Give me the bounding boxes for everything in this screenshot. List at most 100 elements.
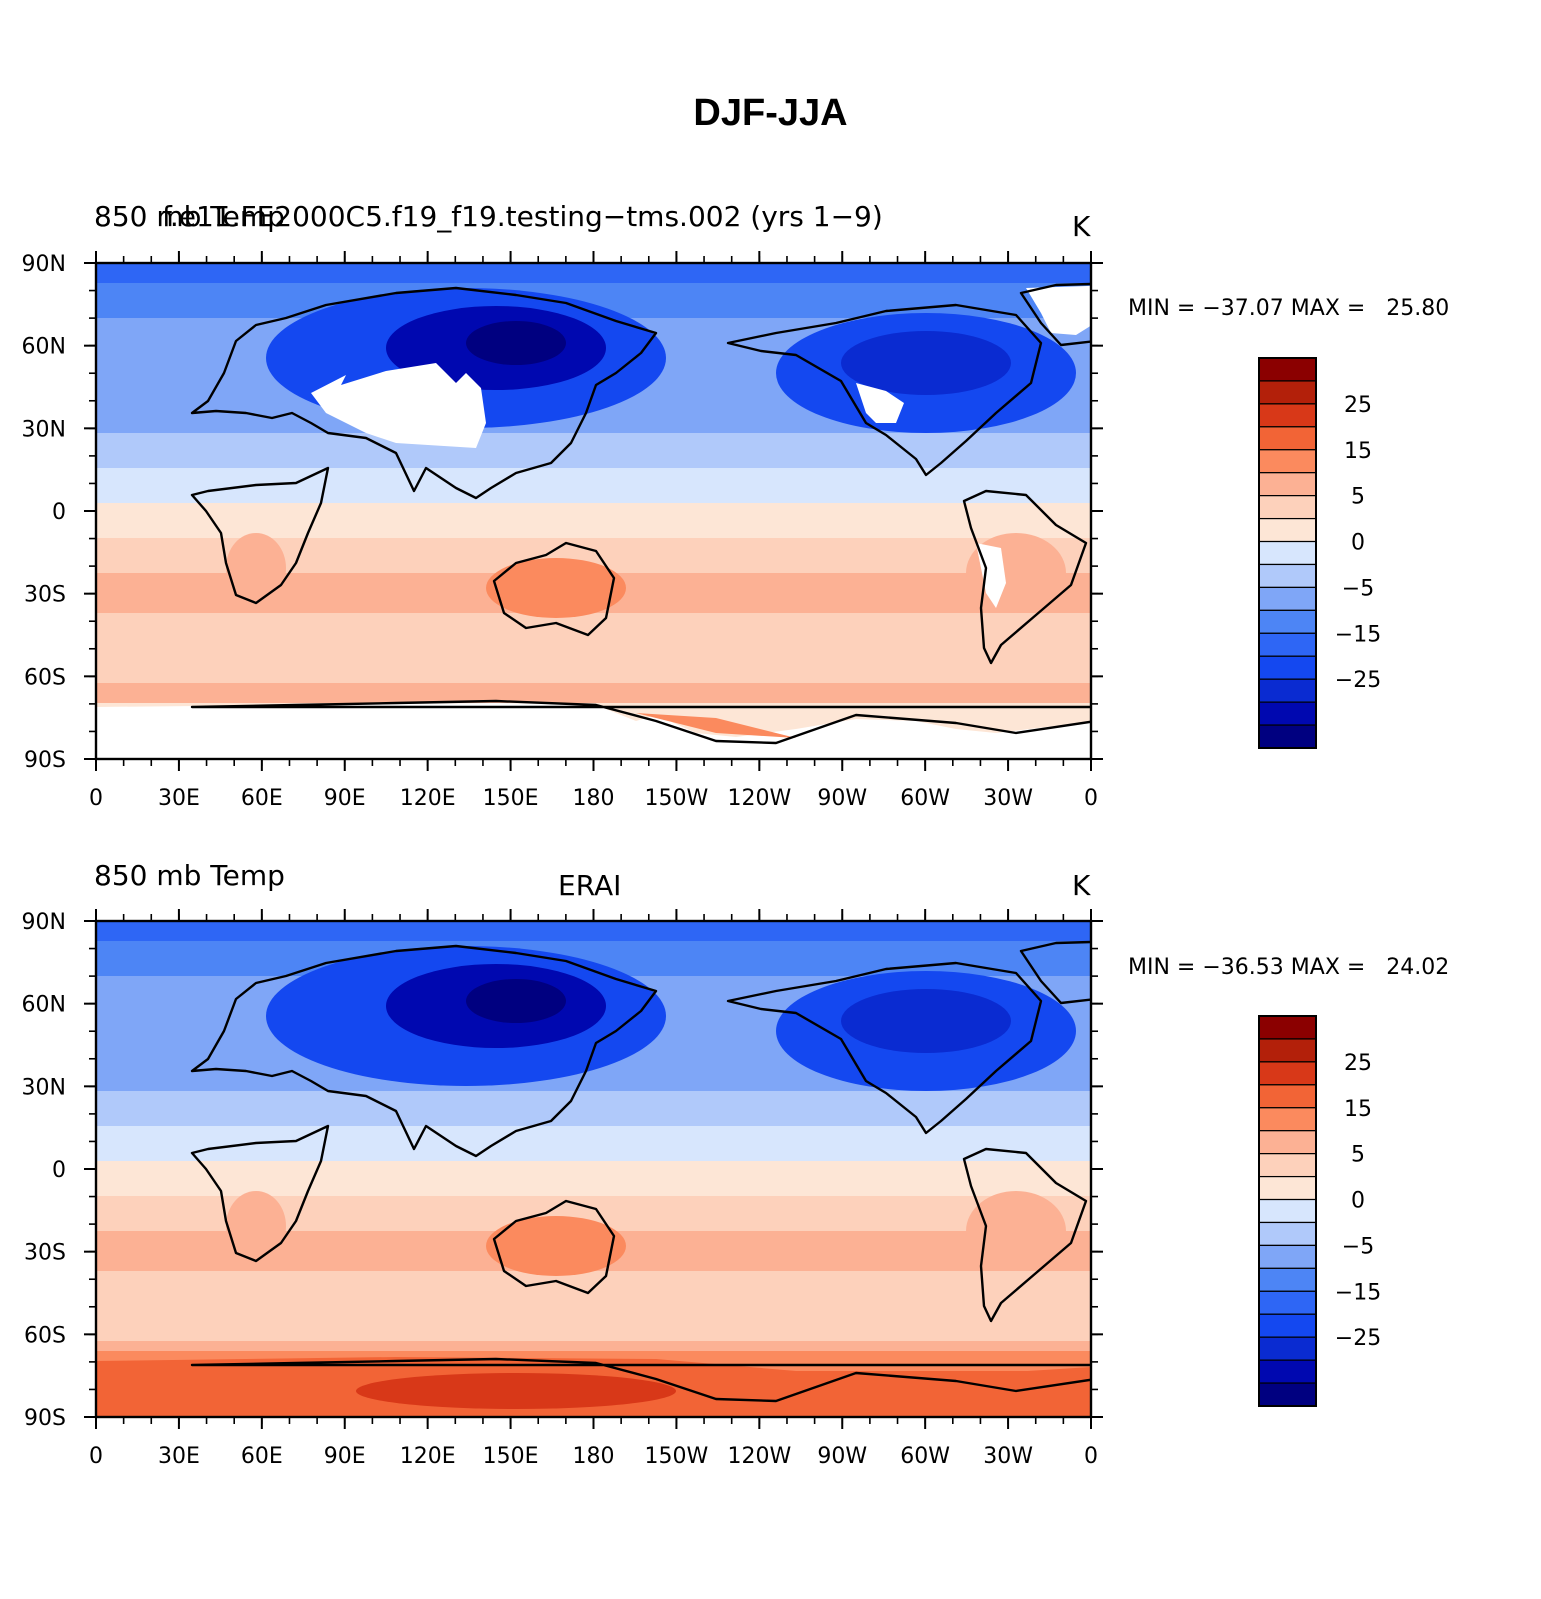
max-value: 25.80 [1386,296,1450,321]
contour-band [96,921,1091,942]
lat-tick-label: 30N [22,1075,66,1100]
lon-tick-label: 30E [158,1444,200,1469]
coastline [492,1199,616,1295]
colorbar-label: −5 [1342,576,1374,601]
lat-tick-label: 60S [24,1323,66,1348]
warm-region [226,533,286,603]
colorbar-label: 15 [1344,1097,1372,1122]
lon-tick-label: 90W [817,1444,867,1469]
min-label: MIN = [1128,296,1196,321]
coastline [190,944,658,1158]
lon-tick-label: 90E [324,1444,366,1469]
colorbar-box [1258,1038,1317,1063]
colorbar-box [1258,1084,1317,1109]
coastline [726,303,1043,477]
colorbar-box [1258,1130,1317,1155]
colorbar-box [1258,1015,1317,1040]
cold-core [466,979,566,1023]
colorbar-box [1258,609,1317,634]
colorbar-label: −25 [1335,1326,1381,1351]
colorbar-box [1258,1153,1317,1178]
warm-region [226,1191,286,1261]
colorbar-box [1258,495,1317,520]
colorbar-label: 0 [1351,531,1365,556]
missing-data [96,703,1091,759]
page-title: DJF-JJA [693,92,848,134]
colorbar-label: 5 [1351,485,1365,510]
warm-core [356,1373,676,1409]
colorbar-label: −15 [1335,1280,1381,1305]
lon-tick-label: 0 [1084,786,1098,811]
lat-tick-label: 30N [22,417,66,442]
missing-data [1026,285,1091,335]
colorbar-box [1258,517,1317,543]
coastline [190,286,658,500]
colorbar-box [1258,1175,1317,1201]
cold-region [1116,1031,1236,1111]
lon-tick-label: 120E [400,786,456,811]
missing-data [311,363,486,448]
max-value: 24.02 [1386,955,1450,980]
lat-tick-label: 30S [24,1241,66,1266]
lat-tick-label: 30S [24,583,66,608]
coastline [190,1124,330,1263]
lon-tick-label: 60E [241,1444,283,1469]
lon-tick-label: 150E [483,1444,539,1469]
lon-tick-label: 180 [573,786,615,811]
coastline [1019,940,1091,1005]
map-area [94,919,1236,1419]
contour-band [96,1271,1091,1317]
colorbar-label: −5 [1342,1234,1374,1259]
colorbar-box [1258,586,1317,611]
panel-1-stats: MIN = −37.07 MAX = 25.80 [1128,298,1449,320]
lon-tick-label: 30W [983,1444,1033,1469]
lon-tick-label: 120W [727,1444,791,1469]
colorbar-box [1258,1382,1317,1407]
missing-data [856,383,904,423]
colorbar-box [1258,1290,1317,1315]
colorbar-frame [1258,1015,1317,1407]
lat-tick-label: 0 [52,1158,66,1183]
contour-band [96,658,1091,684]
colorbar-label: −25 [1335,668,1381,693]
min-label: MIN = [1128,955,1196,980]
lon-tick-label: 30E [158,786,200,811]
lon-tick-label: 150W [645,1444,709,1469]
colorbar-box [1258,1244,1317,1269]
colorbar-box [1258,540,1317,566]
lon-tick-label: 120E [400,1444,456,1469]
cold-region [1116,373,1236,453]
contour-band [96,683,1091,704]
panel-2-left-label: 850 mb Temp [94,859,285,892]
lon-tick-label: 180 [573,1444,615,1469]
coastline [726,961,1043,1135]
coastline [190,699,1091,745]
contour-band [96,263,1091,284]
colorbar-box [1258,1107,1317,1132]
colorbar-box [1258,563,1317,589]
panel-2-center-label: ERAI [558,869,622,902]
colorbar-label: 15 [1344,439,1372,464]
colorbar-box [1258,724,1317,749]
coastline [1019,282,1091,347]
warm-region [636,713,796,738]
lon-tick-label: 0 [89,1444,103,1469]
min-value: −37.07 [1202,296,1284,321]
lat-tick-label: 60N [22,993,66,1018]
panel-1-units: K [1072,210,1091,243]
colorbar-box [1258,1267,1317,1292]
coastline [190,466,330,605]
panel-2-map: 0 30E 60E 90E 120E 150E 180 150W 120W 90W 60W 30W 09… [22,909,1381,1469]
contour-band [96,1161,1091,1197]
colorbar-box [1258,1313,1317,1338]
contour-band [96,503,1091,539]
colorbar-box [1258,1061,1317,1086]
colorbar-box [1258,1359,1317,1384]
lon-tick-label: 0 [89,786,103,811]
colorbar-label: 25 [1344,393,1372,418]
min-value: −36.53 [1202,955,1284,980]
colorbar-label: 5 [1351,1143,1365,1168]
colorbar-box [1258,632,1317,657]
colorbar-box [1258,449,1317,474]
lat-tick-label: 90S [24,1406,66,1431]
